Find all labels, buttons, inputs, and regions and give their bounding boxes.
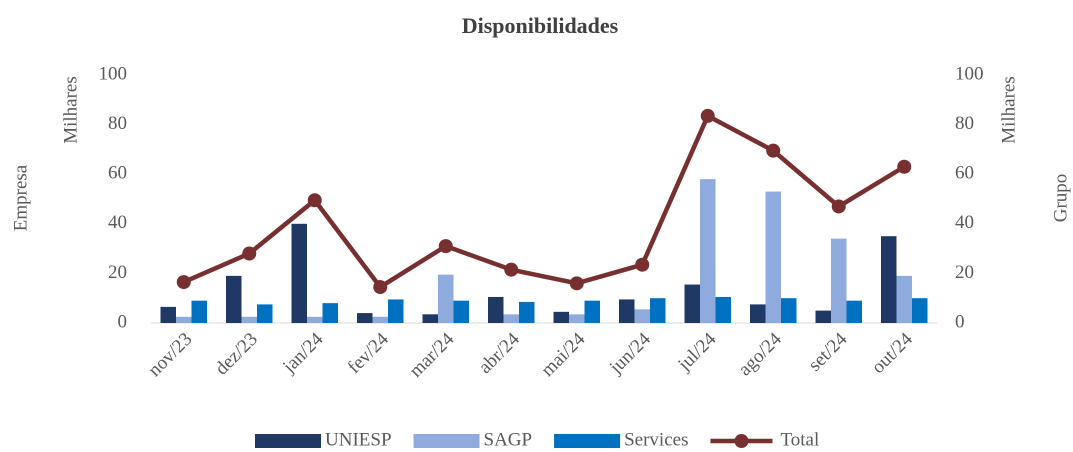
bar <box>765 191 781 323</box>
bar <box>896 275 912 323</box>
y2-tick-label: 20 <box>955 262 974 283</box>
legend-swatch <box>554 434 621 448</box>
line-marker <box>700 108 715 123</box>
legend-label: Total <box>780 429 819 450</box>
x-tick-label: abr/24 <box>475 328 525 378</box>
y-tick-label: 40 <box>108 212 127 233</box>
bar <box>519 301 535 323</box>
bar <box>750 304 766 323</box>
bar <box>488 296 504 323</box>
bar <box>815 310 831 323</box>
bar <box>650 298 666 323</box>
x-tick-label: dez/23 <box>211 329 262 380</box>
y2-axis-units: Milhares <box>998 76 1019 144</box>
x-tick-label: mar/24 <box>405 328 458 381</box>
y-axis-title: Empresa <box>10 164 31 231</box>
line-marker <box>438 239 453 254</box>
bar <box>191 300 207 323</box>
bar <box>684 284 700 323</box>
line-marker <box>307 193 322 208</box>
y2-tick-label: 60 <box>955 163 974 184</box>
chart-title: Disponibilidades <box>462 13 619 38</box>
bar <box>881 236 897 323</box>
line-marker <box>766 143 781 158</box>
y2-tick-label: 80 <box>955 113 974 134</box>
x-tick-label: jun/24 <box>605 328 655 378</box>
bar <box>226 275 242 323</box>
x-tick-label: jan/24 <box>278 328 327 377</box>
line-marker <box>176 275 191 290</box>
x-tick-label: fev/24 <box>344 328 394 378</box>
x-tick-label: out/24 <box>868 328 918 378</box>
y2-tick-label: 40 <box>955 212 974 233</box>
line-marker <box>504 262 519 277</box>
legend-swatch <box>413 434 480 448</box>
line-marker <box>635 257 650 272</box>
y2-tick-label: 0 <box>955 311 965 332</box>
bar <box>846 300 862 323</box>
line-marker <box>569 276 584 291</box>
bar <box>503 314 519 323</box>
bar <box>291 223 307 323</box>
bar <box>831 238 847 323</box>
bar <box>322 303 338 323</box>
y2-tick-label: 100 <box>955 63 984 84</box>
y-tick-label: 0 <box>118 311 128 332</box>
x-tick-label: nov/23 <box>144 329 196 381</box>
bar <box>569 314 585 323</box>
y-axis-units: Milhares <box>60 76 81 144</box>
line-marker <box>373 280 388 295</box>
bar <box>715 296 731 323</box>
legend-label: Services <box>624 429 688 450</box>
bar <box>241 316 257 323</box>
bar <box>372 316 388 323</box>
bar <box>357 313 373 323</box>
bar <box>781 298 797 323</box>
line <box>182 112 906 291</box>
legend-label: SAGP <box>484 429 533 450</box>
legend-marker <box>734 434 749 448</box>
x-tick-label: mai/24 <box>537 328 590 381</box>
line-marker <box>897 159 912 174</box>
y-tick-label: 80 <box>108 113 127 134</box>
y2-axis-title: Grupo <box>1050 174 1071 223</box>
bar <box>160 306 176 323</box>
bar <box>700 179 716 323</box>
line-marker <box>831 199 846 214</box>
x-tick-label: jul/24 <box>673 328 720 375</box>
bar <box>453 300 469 323</box>
bar <box>912 298 928 323</box>
y-tick-label: 100 <box>99 63 128 84</box>
y-tick-label: 20 <box>108 262 127 283</box>
line-marker <box>242 246 257 261</box>
legend-label: UNIESP <box>325 429 392 450</box>
y-tick-label: 60 <box>108 163 127 184</box>
bar <box>388 299 404 323</box>
bar <box>584 300 600 323</box>
bar <box>634 309 650 323</box>
bar <box>422 314 438 323</box>
bar <box>553 311 569 323</box>
x-tick-label: set/24 <box>804 328 851 375</box>
bar <box>257 304 273 323</box>
bar <box>619 299 635 323</box>
legend-swatch <box>255 434 321 448</box>
bar <box>438 274 454 323</box>
bar <box>176 316 192 323</box>
x-tick-label: ago/24 <box>734 328 786 380</box>
bar <box>307 316 323 323</box>
